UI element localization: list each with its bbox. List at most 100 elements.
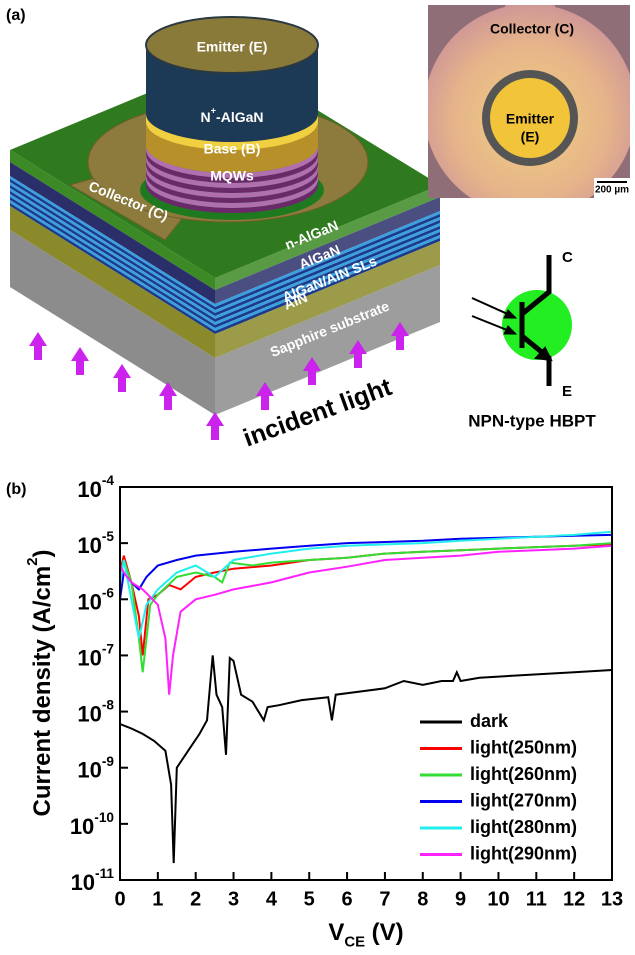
layer-face [10, 179, 215, 310]
x-tick-label: 11 [526, 888, 547, 910]
light-arrow [349, 340, 367, 368]
light-arrow [159, 382, 177, 410]
light-arrow [206, 412, 224, 440]
layer-face [10, 194, 215, 325]
y-tick-label: 10-9 [77, 753, 114, 782]
legend-label: light(290nm) [470, 843, 577, 863]
layer-face [215, 238, 440, 334]
x-tick-label: 10 [487, 888, 509, 910]
layer-face [215, 211, 440, 307]
y-tick-label: 10-5 [77, 529, 114, 558]
micro-emitter: (E) [521, 129, 540, 145]
x-tick-label: 5 [304, 888, 315, 910]
symbol-caption: NPN-type HBPT [468, 411, 596, 430]
n-plus-label: N+-AlGaN [200, 106, 263, 125]
data-line [119, 544, 613, 695]
layer-face [10, 197, 215, 328]
micrograph [428, 5, 630, 198]
layer-face [215, 217, 440, 313]
layer-face [10, 200, 215, 331]
mqw-layer [146, 165, 318, 198]
y-tick-label: 10-11 [71, 866, 115, 895]
x-tick-label: 6 [342, 888, 353, 910]
layer-face [215, 229, 440, 325]
mqw-layer [146, 155, 318, 188]
micro-collector: Collector (C) [490, 21, 574, 37]
mqws-label: MQWs [210, 168, 254, 184]
y-tick-label: 10-4 [77, 473, 114, 502]
x-tick-label: 9 [455, 888, 466, 910]
layer-face [10, 162, 215, 304]
light-arrow [71, 347, 89, 375]
y-tick-label: 10-10 [70, 810, 115, 839]
mqw-layer [146, 170, 318, 203]
layer-face [215, 232, 440, 328]
light-arrow [29, 332, 47, 360]
x-tick-label: 4 [266, 888, 278, 910]
legend-label: light(280nm) [470, 817, 577, 837]
layer-face [10, 203, 215, 334]
light-arrow [256, 382, 274, 410]
layer-face [10, 176, 215, 307]
emitter-label: Emitter (E) [197, 39, 268, 55]
layer-face [215, 185, 440, 290]
x-tick-label: 12 [563, 888, 585, 910]
micro-emitter: Emitter [506, 111, 555, 127]
light-arrow [113, 364, 131, 392]
collector-terminal: C [562, 249, 573, 266]
base-layer [146, 122, 318, 173]
legend-label: dark [470, 711, 509, 731]
plot-frame [119, 486, 613, 881]
x-tick-label: 3 [228, 888, 239, 910]
x-tick-label: 2 [190, 888, 201, 910]
layer-face [10, 191, 215, 322]
scale-bar-label: 200 µm [595, 185, 629, 196]
light-arrow [391, 322, 409, 350]
chart: 0 1 2 3 4 5 6 7 8 9 10 11 12 1310-1110-1010-910-810-7… [25, 473, 623, 951]
layer-face [215, 241, 440, 358]
mqw-layer [146, 160, 318, 193]
x-tick-label: 1 [152, 888, 163, 910]
emitter-top [145, 16, 319, 74]
layer-face [215, 197, 440, 304]
mqw-layer [146, 180, 318, 213]
mqw-layer [146, 175, 318, 208]
layer-face [215, 214, 440, 310]
base-label: Base (B) [204, 141, 261, 157]
transistor-symbol [471, 255, 572, 386]
data-line [119, 530, 613, 639]
layer-face [10, 206, 215, 358]
y-axis-label: Current density (A/cm2) [25, 550, 56, 817]
layer-face [215, 226, 440, 322]
x-tick-label: 8 [417, 888, 428, 910]
layer-face [10, 182, 215, 313]
x-tick-label: 7 [379, 888, 390, 910]
legend-label: light(260nm) [470, 764, 577, 784]
x-tick-label: 0 [114, 888, 125, 910]
emitter-terminal: E [562, 383, 572, 400]
mqw-layer [146, 145, 318, 178]
y-tick-label: 10-7 [77, 641, 114, 670]
layer-face [215, 223, 440, 319]
layer-face [10, 230, 215, 415]
layer-face [215, 235, 440, 331]
y-tick-label: 10-6 [77, 585, 114, 614]
layer-face [215, 220, 440, 316]
layer-face [10, 185, 215, 316]
layer-face [215, 265, 440, 415]
legend-label: light(270nm) [470, 790, 577, 810]
panel-label: (a) [6, 7, 26, 24]
y-tick-label: 10-8 [77, 697, 114, 726]
contact-layer [146, 114, 318, 150]
data-line [119, 655, 613, 864]
layer-face [10, 188, 215, 319]
layer-face [10, 150, 215, 290]
panel-label: (b) [6, 481, 26, 498]
legend-label: light(250nm) [470, 737, 577, 757]
mqw-layer [146, 150, 318, 183]
x-axis-label: VCE (V) [328, 919, 403, 950]
x-tick-label: 13 [601, 888, 623, 910]
light-arrow [303, 357, 321, 385]
